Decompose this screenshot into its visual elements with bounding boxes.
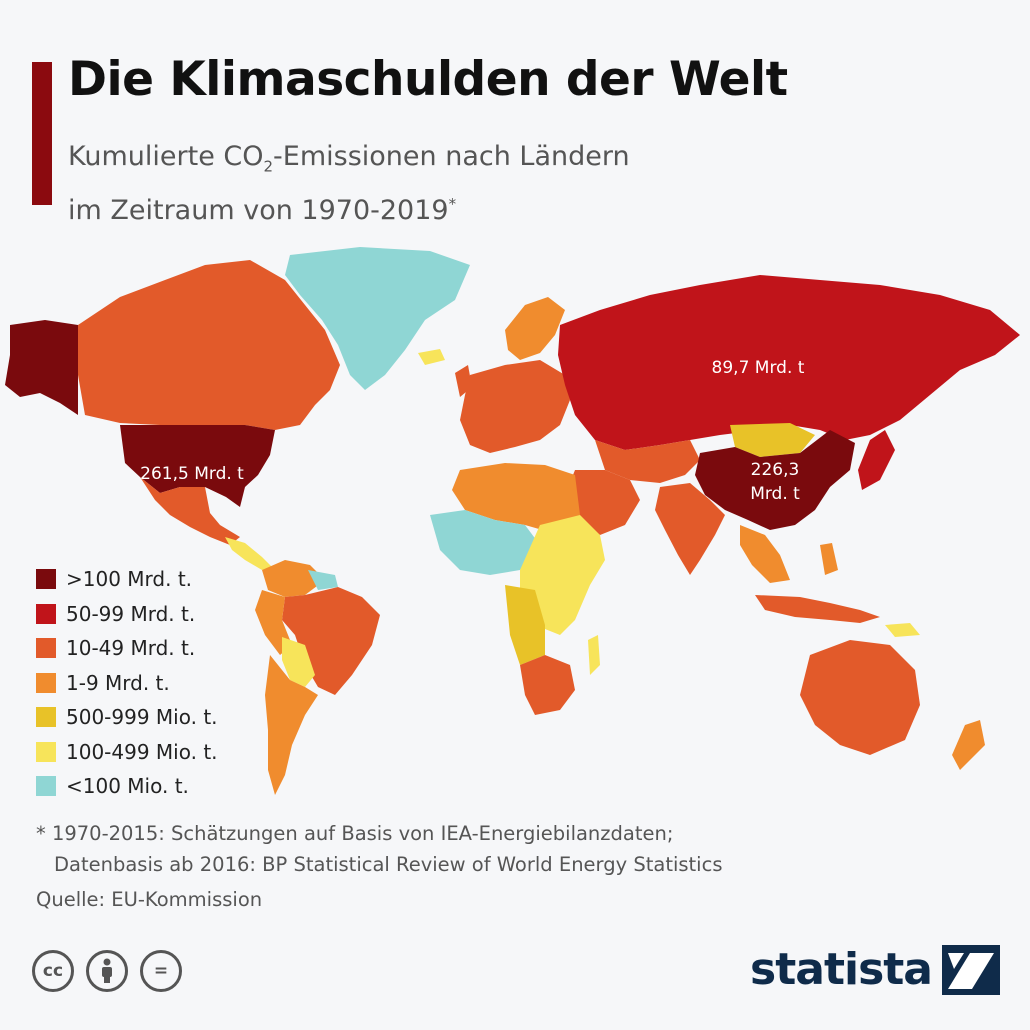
map-label-china-unit: Mrd. t — [750, 484, 800, 504]
legend-item: 500-999 Mio. t. — [36, 700, 218, 735]
legend-label: >100 Mrd. t. — [66, 567, 193, 592]
footnote-line-2: Datenbasis ab 2016: BP Statistical Revie… — [54, 853, 723, 876]
statista-logo[interactable]: statista — [750, 944, 1000, 995]
japan — [858, 430, 895, 490]
legend-swatch — [36, 638, 56, 659]
colombia-venezuela — [262, 560, 325, 597]
legend-label: <100 Mio. t. — [66, 774, 189, 799]
legend-item: >100 Mrd. t. — [36, 562, 218, 597]
brazil — [282, 587, 380, 695]
by-icon[interactable] — [86, 950, 128, 992]
europe — [460, 360, 570, 453]
guyanas — [308, 570, 338, 590]
legend-item: <100 Mio. t. — [36, 769, 218, 804]
page-title: Die Klimaschulden der Welt — [68, 52, 788, 107]
alaska — [5, 320, 78, 415]
legend-swatch — [36, 603, 56, 624]
title-accent-bar — [32, 62, 52, 205]
legend-swatch — [36, 707, 56, 728]
scandinavia — [505, 297, 565, 360]
russia — [558, 275, 1020, 450]
footnote-line-1: * 1970-2015: Schätzungen auf Basis von I… — [36, 822, 674, 845]
central-africa — [505, 585, 545, 665]
license-icons: cc = — [32, 950, 182, 992]
iceland — [418, 349, 445, 365]
australia — [800, 640, 920, 755]
north-africa — [452, 463, 580, 535]
se-asia — [740, 525, 790, 583]
china — [695, 430, 855, 530]
map-label-usa: 261,5 Mrd. t — [140, 464, 244, 484]
canada — [78, 260, 340, 430]
uk — [455, 365, 472, 397]
legend-label: 100-499 Mio. t. — [66, 739, 218, 764]
madagascar — [588, 635, 600, 675]
legend-label: 50-99 Mrd. t. — [66, 601, 196, 626]
indonesia — [755, 595, 880, 623]
mongolia — [730, 423, 815, 457]
map-label-china-value: 226,3 — [751, 460, 800, 480]
footnote: * 1970-2015: Schätzungen auf Basis von I… — [36, 818, 722, 880]
logo-mark-icon — [942, 944, 1000, 995]
new-zealand — [952, 720, 985, 770]
east-africa — [520, 515, 605, 635]
map-legend: >100 Mrd. t. 50-99 Mrd. t. 10-49 Mrd. t.… — [36, 562, 218, 804]
usa — [120, 425, 275, 507]
kazakhstan — [595, 440, 700, 483]
source-text: Quelle: EU-Kommission — [36, 888, 263, 911]
argentina-chile — [265, 655, 318, 795]
central-america — [225, 537, 272, 570]
world-map: 261,5 Mrd. t 89,7 Mrd. t 226,3 Mrd. t — [5, 247, 1020, 795]
legend-swatch — [36, 672, 56, 693]
cc-icon[interactable]: cc — [32, 950, 74, 992]
logo-text: statista — [750, 944, 933, 995]
papua-new-guinea — [885, 623, 920, 637]
south-africa — [520, 655, 575, 715]
page-subtitle: Kumulierte CO2-Emissionen nach Ländern i… — [68, 141, 630, 227]
legend-label: 500-999 Mio. t. — [66, 705, 218, 730]
west-africa — [430, 510, 540, 575]
bolivia-paraguay — [282, 637, 315, 687]
legend-item: 10-49 Mrd. t. — [36, 631, 218, 666]
india — [655, 483, 725, 575]
legend-label: 10-49 Mrd. t. — [66, 636, 196, 661]
greenland — [285, 247, 470, 390]
mexico — [140, 477, 240, 545]
nd-icon[interactable]: = — [140, 950, 182, 992]
legend-item: 1-9 Mrd. t. — [36, 666, 218, 701]
legend-item: 100-499 Mio. t. — [36, 735, 218, 770]
legend-swatch — [36, 776, 56, 797]
map-label-russia: 89,7 Mrd. t — [712, 358, 805, 378]
legend-item: 50-99 Mrd. t. — [36, 597, 218, 632]
legend-swatch — [36, 569, 56, 590]
legend-label: 1-9 Mrd. t. — [66, 670, 170, 695]
legend-swatch — [36, 741, 56, 762]
philippines — [820, 543, 838, 575]
